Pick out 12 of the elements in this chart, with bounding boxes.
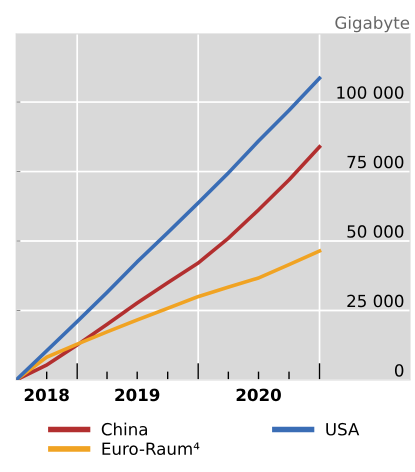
y-tick-label: 25 000 — [347, 294, 404, 308]
x-tick-label: 2020 — [236, 388, 281, 402]
legend-label: China — [102, 422, 147, 436]
legend-label: Euro-Raum⁴ — [102, 442, 200, 456]
y-tick-label: 100 000 — [337, 86, 404, 99]
legend-label: USA — [326, 422, 360, 436]
y-tick-label: 0 — [394, 364, 404, 377]
y-axis-title: Gigabyte — [335, 16, 410, 32]
y-tick-label: 50 000 — [347, 225, 404, 238]
x-tick-label: 2019 — [115, 388, 160, 402]
y-tick-label: 75 000 — [348, 156, 404, 168]
x-tick-label: 2018 — [24, 388, 69, 402]
